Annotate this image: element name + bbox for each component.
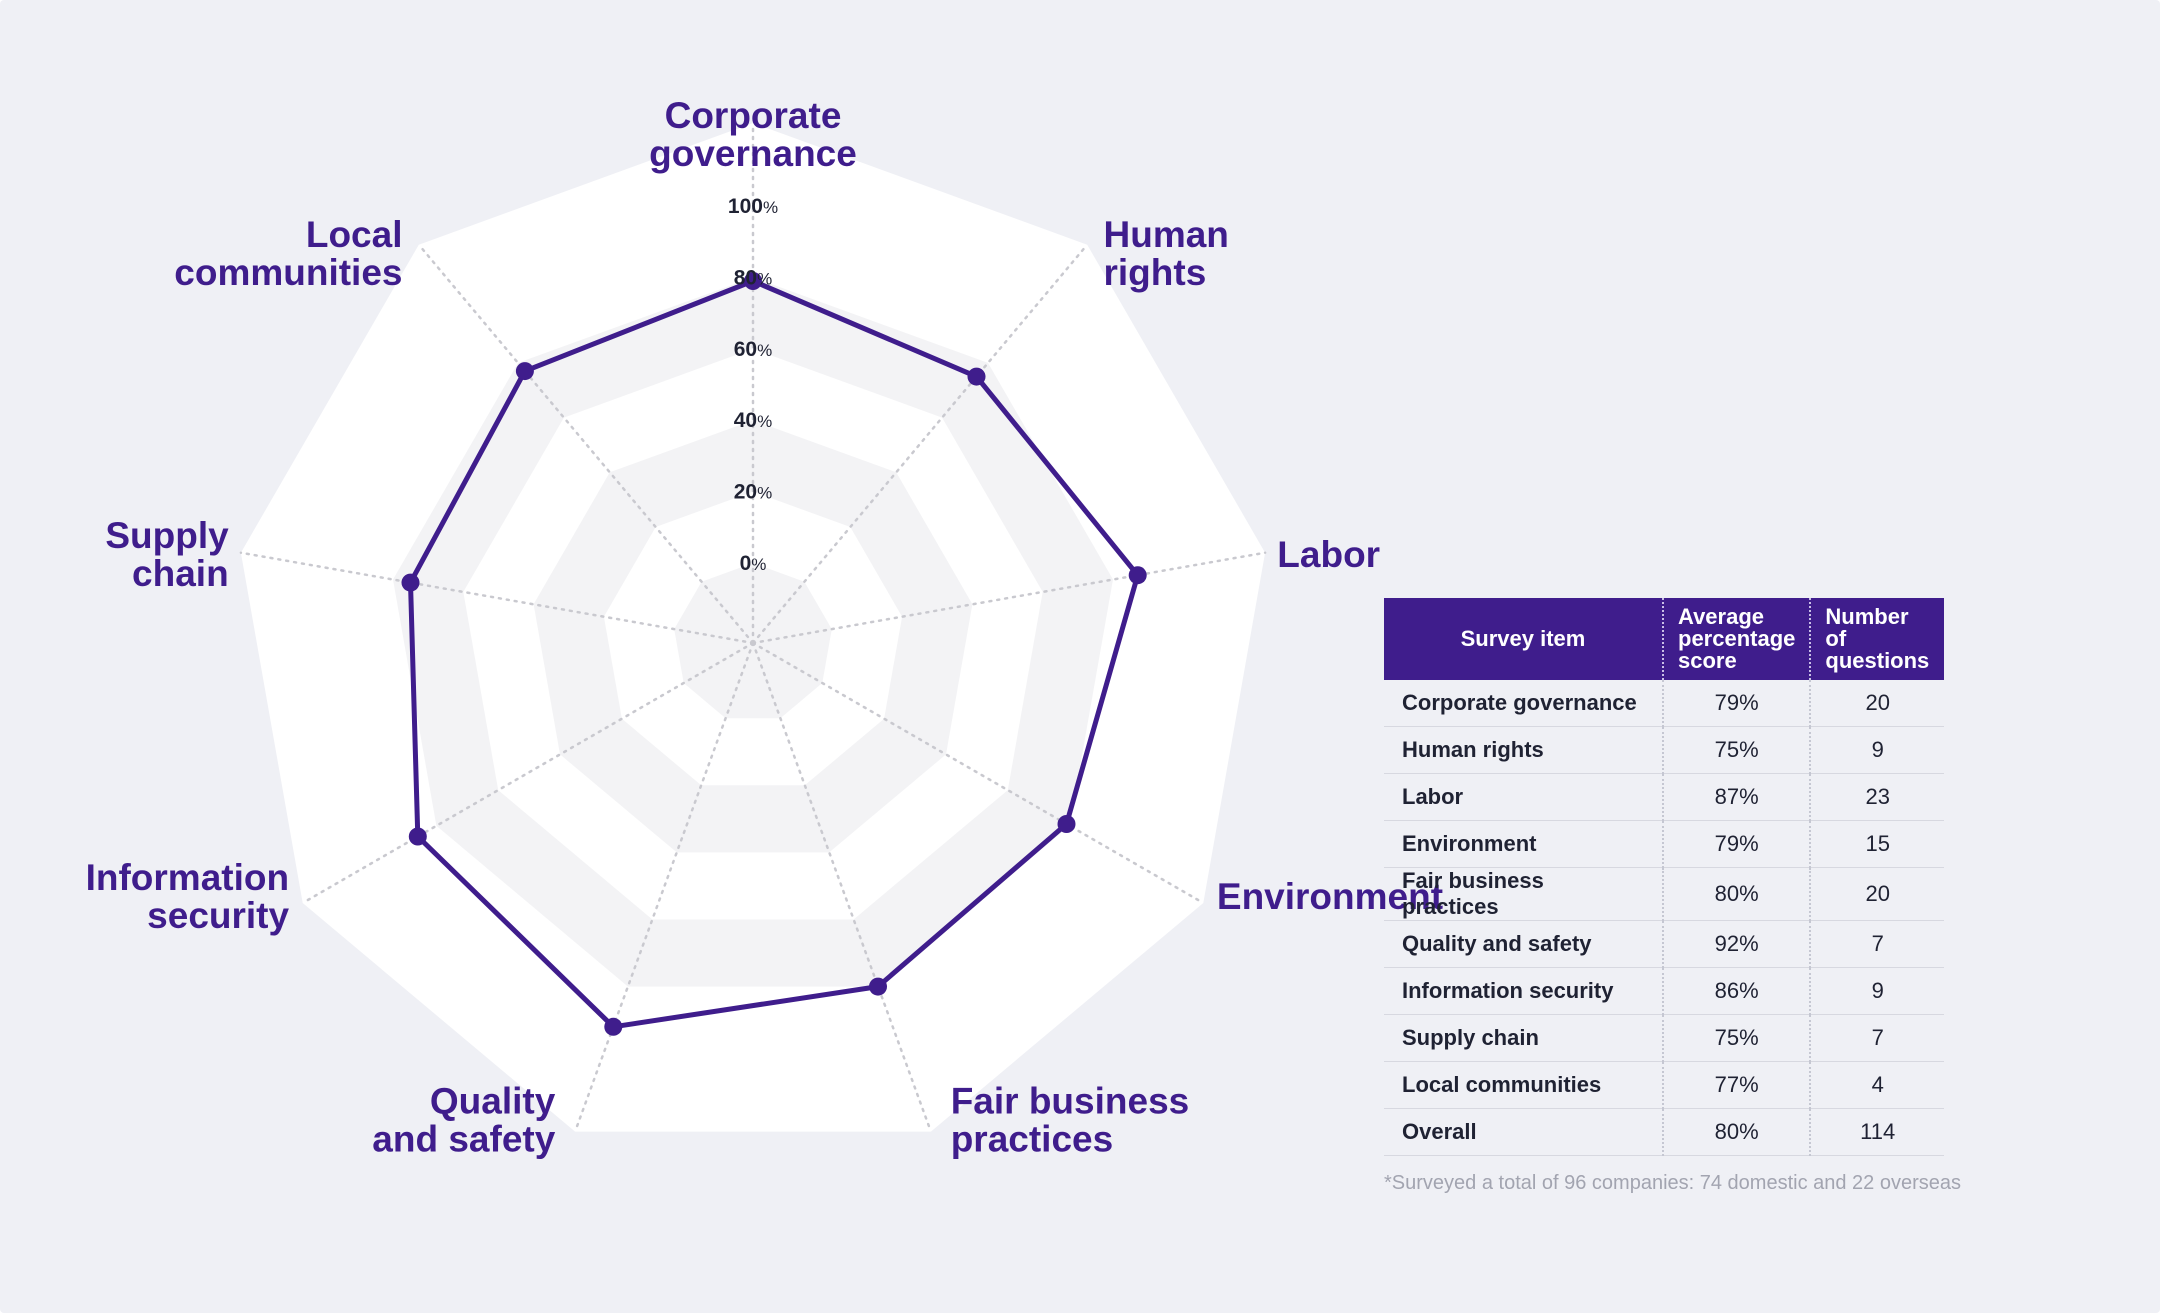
radar-spoke: [301, 641, 755, 905]
radar-axis-label: and safety: [372, 1118, 555, 1159]
radar-axis-label: practices: [951, 1118, 1113, 1159]
radar-data-point: [408, 827, 427, 846]
cell-item: Environment: [1384, 820, 1663, 868]
cell-score: 75%: [1661, 726, 1811, 774]
cell-score: 77%: [1661, 1061, 1811, 1109]
radar-axis-label: Supply: [105, 515, 229, 556]
footnote: *Surveyed a total of 96 companies: 74 do…: [1384, 1172, 1962, 1194]
table-row: Local communities 77% 4: [1384, 1061, 1944, 1109]
cell-count: 20: [1809, 680, 1944, 727]
radar-tick-label: 40%: [734, 409, 772, 432]
radar-axis-label: communities: [174, 252, 402, 293]
radar-tick-label: 60%: [734, 338, 772, 361]
cell-count: 9: [1809, 967, 1944, 1015]
radar-data-point: [869, 977, 887, 996]
cell-item: Information security: [1384, 967, 1663, 1015]
cell-score: 80%: [1661, 1108, 1811, 1156]
header-survey-item: Survey item: [1384, 598, 1663, 680]
cell-count: 20: [1809, 867, 1944, 921]
table-row: Human rights 75% 9: [1384, 726, 1944, 774]
table-header-row: Survey item Average percentage score Num…: [1384, 598, 1944, 680]
cell-count: 15: [1809, 820, 1944, 868]
cell-score: 92%: [1661, 920, 1811, 968]
cell-score: 75%: [1661, 1014, 1811, 1062]
radar-spoke: [417, 243, 755, 645]
radar-axis-label: chain: [132, 553, 229, 594]
radar-axis-label: Fair business: [951, 1080, 1190, 1121]
cell-score: 79%: [1661, 820, 1811, 868]
header-average-score: Average percentage score: [1661, 598, 1811, 680]
radar-axis-label: Quality: [430, 1080, 556, 1121]
table-row-overall: Overall 80% 114: [1384, 1108, 1944, 1156]
radar-axis-label: Local: [306, 214, 403, 255]
radar-data-point: [401, 573, 420, 592]
cell-score: 80%: [1661, 867, 1811, 921]
radar-axis-label: Corporate: [665, 95, 842, 136]
header-number-of-questions: Number of questions: [1809, 598, 1944, 680]
table-row: Supply chain 75% 7: [1384, 1014, 1944, 1062]
score-table: Survey item Average percentage score Num…: [1384, 598, 1944, 1156]
radar-tick-label: 0%: [740, 552, 767, 575]
cell-item: Quality and safety: [1384, 920, 1663, 968]
radar-data-point: [604, 1017, 623, 1036]
radar-spoke: [751, 641, 933, 1133]
cell-score: 86%: [1661, 967, 1811, 1015]
radar-data-point: [744, 272, 762, 290]
radar-spoke: [751, 551, 1267, 645]
radar-data-point: [515, 362, 534, 381]
cell-count: 4: [1809, 1061, 1944, 1109]
radar-spoke: [751, 243, 1089, 645]
radar-data-point: [1057, 815, 1076, 833]
cell-count: 114: [1809, 1108, 1944, 1156]
radar-tick-label: 80%: [734, 266, 772, 289]
table-row: Labor 87% 23: [1384, 773, 1944, 821]
radar-tick-label: 100%: [728, 195, 778, 218]
cell-count: 9: [1809, 726, 1944, 774]
cell-count: 23: [1809, 773, 1944, 821]
radar-tick-label: 20%: [734, 481, 772, 504]
radar-axis-label: Information: [86, 857, 289, 898]
cell-item: Local communities: [1384, 1061, 1663, 1109]
radar-data-point: [1128, 566, 1147, 585]
radar-spoke: [573, 641, 755, 1133]
radar-axis-label: Labor: [1277, 534, 1380, 575]
radar-axis-label: governance: [649, 133, 857, 174]
cell-item: Fair business practices: [1384, 867, 1663, 921]
radar-spoke: [751, 641, 1205, 905]
table-row: Environment 79% 15: [1384, 820, 1944, 868]
cell-item: Supply chain: [1384, 1014, 1663, 1062]
cell-item: Corporate governance: [1384, 680, 1663, 727]
cell-count: 7: [1809, 1014, 1944, 1062]
table-row: Fair business practices 80% 20: [1384, 867, 1944, 921]
radar-series-line: [408, 278, 1141, 1030]
radar-axis-label: security: [147, 895, 289, 936]
radar-axis-label: Human: [1104, 214, 1229, 255]
radar-axis-label: rights: [1104, 252, 1207, 293]
table-row: Corporate governance 79% 20: [1384, 680, 1944, 727]
table-row: Information security 86% 9: [1384, 967, 1944, 1015]
cell-item: Labor: [1384, 773, 1663, 821]
table-row: Quality and safety 92% 7: [1384, 920, 1944, 968]
cell-item: Overall: [1384, 1108, 1663, 1156]
cell-score: 87%: [1661, 773, 1811, 821]
cell-score: 79%: [1661, 680, 1811, 727]
cell-item: Human rights: [1384, 726, 1663, 774]
radar-data-point: [967, 367, 986, 386]
cell-count: 7: [1809, 920, 1944, 968]
radar-spoke: [239, 551, 755, 645]
